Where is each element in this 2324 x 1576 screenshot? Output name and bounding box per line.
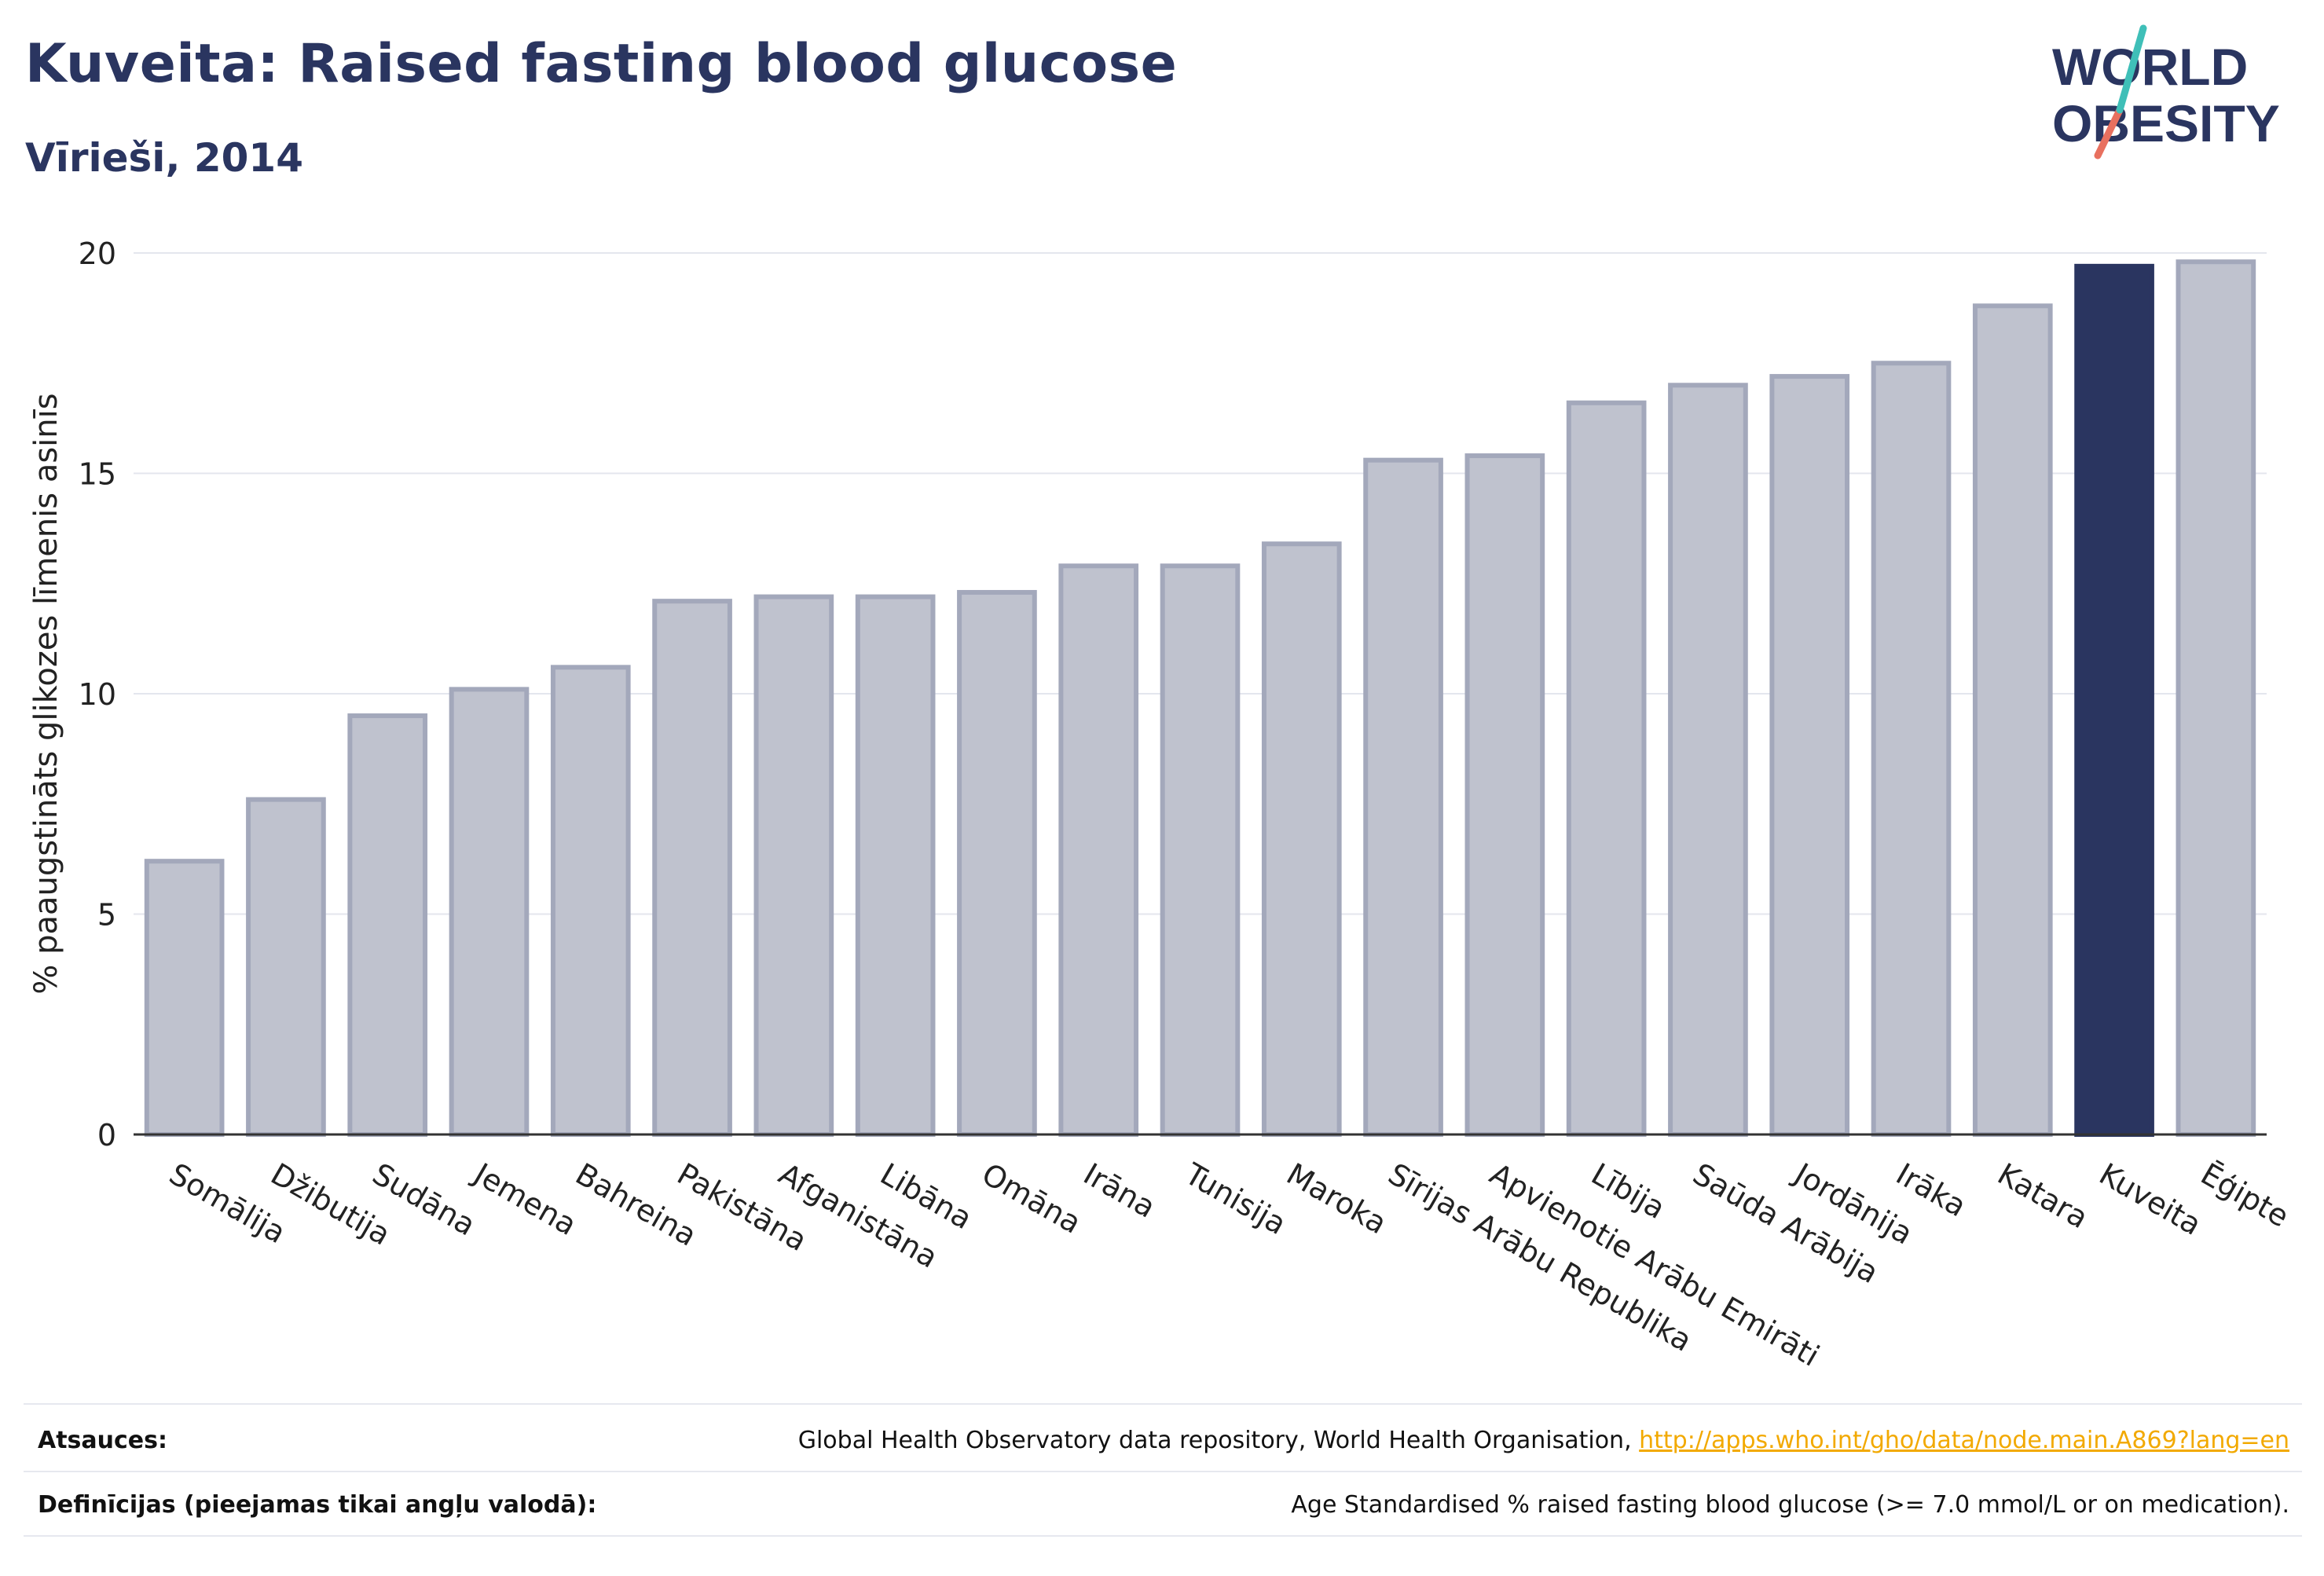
- bar-4[interactable]: [550, 665, 631, 1137]
- footer-divider-top: [24, 1403, 2302, 1405]
- bar-13[interactable]: [1464, 453, 1545, 1137]
- x-tick-label: Maroka: [1281, 1156, 1392, 1241]
- x-tick-label: Somālija: [163, 1156, 291, 1250]
- bar-11[interactable]: [1261, 541, 1342, 1137]
- x-tick-label: Tunisija: [1178, 1156, 1292, 1241]
- sources-text: Global Health Observatory data repositor…: [797, 1427, 1640, 1454]
- sources-value: Global Health Observatory data repositor…: [798, 1427, 2289, 1454]
- bar-3[interactable]: [449, 687, 530, 1137]
- y-tick-label: 10: [79, 677, 116, 712]
- y-axis-label: % paaugstināts glikozes līmenis asinīs: [28, 393, 64, 994]
- sources-label: Atsauces:: [38, 1427, 167, 1454]
- logo-line2: OBESITY: [2052, 94, 2280, 152]
- definitions-label: Definīcijas (pieejamas tikai angļu valod…: [38, 1491, 597, 1519]
- bar-1[interactable]: [246, 797, 326, 1137]
- world-obesity-logo: WORLD OBESITY: [2052, 24, 2280, 159]
- bar-chart: 0 5 10 15 20 SomālijaDžibutijaSudānaJemenaBa…: [28, 236, 2295, 1373]
- chart-subtitle: Vīrieši, 2014: [25, 135, 304, 181]
- definitions-value: Age Standardised % raised fasting blood …: [1291, 1491, 2289, 1519]
- x-tick-label: Katara: [1992, 1156, 2094, 1235]
- x-tick-label: Irāna: [1078, 1156, 1161, 1225]
- x-tick-label: Omāna: [976, 1156, 1087, 1241]
- bar-20[interactable]: [2176, 259, 2256, 1138]
- bars: [144, 259, 2256, 1138]
- bar-0[interactable]: [144, 859, 225, 1138]
- bar-5[interactable]: [652, 599, 732, 1137]
- bar-14[interactable]: [1566, 400, 1647, 1137]
- bar-19[interactable]: [2074, 263, 2154, 1138]
- footer-divider-bottom: [24, 1535, 2302, 1537]
- x-tick-label: Ēģipte: [2195, 1156, 2295, 1234]
- sources-link[interactable]: http://apps.who.int/gho/data/node.main.A…: [1639, 1427, 2289, 1454]
- y-tick-label: 20: [79, 236, 116, 271]
- bar-17[interactable]: [1871, 361, 1952, 1137]
- bar-9[interactable]: [1058, 563, 1139, 1137]
- bar-7[interactable]: [855, 594, 936, 1137]
- bar-15[interactable]: [1668, 383, 1748, 1137]
- footer-divider-middle: [24, 1471, 2302, 1472]
- y-tick-label: 0: [97, 1118, 116, 1153]
- y-tick-label: 5: [97, 898, 116, 933]
- bar-8[interactable]: [957, 589, 1037, 1137]
- bar-10[interactable]: [1160, 563, 1241, 1137]
- y-tick-labels: 0 5 10 15 20: [79, 236, 116, 1153]
- x-tick-label: Jemena: [467, 1156, 582, 1242]
- x-tick-labels: SomālijaDžibutijaSudānaJemenaBahreinaPak…: [163, 1156, 2295, 1373]
- bar-12[interactable]: [1363, 457, 1443, 1137]
- y-tick-label: 15: [79, 457, 116, 492]
- logo-line1: WORLD: [2052, 38, 2248, 96]
- bar-18[interactable]: [1972, 303, 2053, 1138]
- bar-16[interactable]: [1769, 374, 1850, 1137]
- chart-title: Kuveita: Raised fasting blood glucose: [25, 33, 1178, 95]
- bar-2[interactable]: [347, 713, 428, 1137]
- x-tick-label: Kuveita: [2094, 1156, 2208, 1242]
- bar-6[interactable]: [753, 594, 834, 1137]
